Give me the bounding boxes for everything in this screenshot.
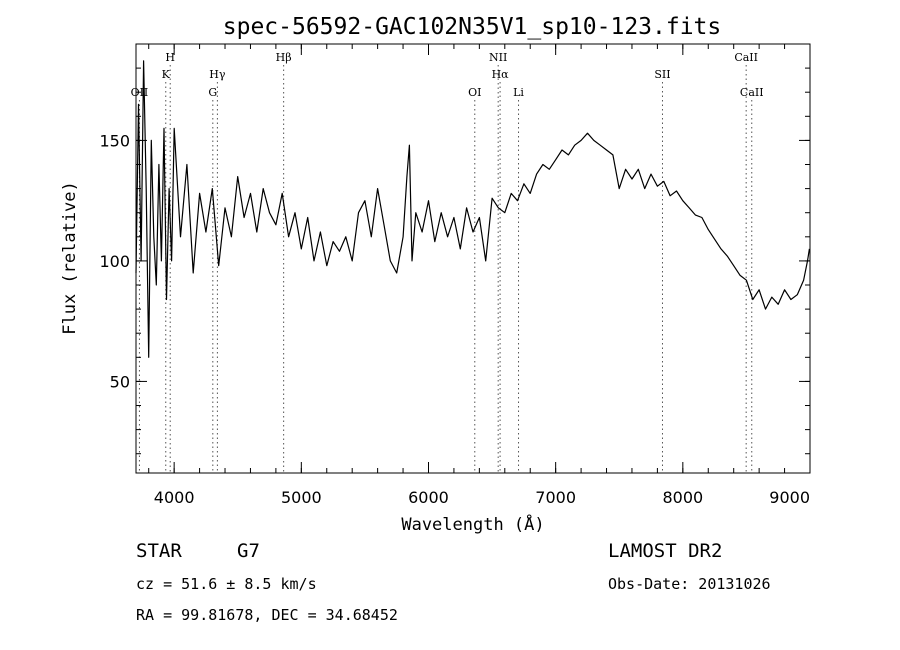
- x-tick-label: 8000: [662, 488, 703, 507]
- observation-date: Obs-Date: 20131026: [608, 575, 771, 593]
- x-tick-label: 7000: [535, 488, 576, 507]
- x-tick-label: 6000: [408, 488, 449, 507]
- line-marker-label: OI: [468, 86, 481, 99]
- axis-ticks: 4000 5000 6000 7000 8000 9000 50 100 150: [99, 44, 811, 507]
- line-marker-label: Li: [513, 86, 524, 99]
- line-marker-label: Hβ: [276, 51, 292, 64]
- plot-frame: [135, 43, 811, 474]
- line-marker-label: SII: [654, 68, 670, 81]
- x-axis-label: Wavelength (Å): [401, 513, 544, 535]
- x-tick-label: 9000: [769, 488, 810, 507]
- line-marker-label: Hγ: [209, 68, 226, 81]
- chart-title: spec-56592-GAC102N35V1_sp10-123.fits: [223, 14, 722, 40]
- line-marker-label: CaII: [740, 86, 764, 99]
- x-tick-label: 5000: [281, 488, 322, 507]
- y-axis-label: Flux (relative): [60, 181, 80, 335]
- survey-name: LAMOST DR2: [608, 540, 722, 562]
- line-marker-label: Hα: [492, 68, 510, 81]
- line-marker-label: NII: [489, 51, 507, 64]
- x-tick-label: 4000: [154, 488, 195, 507]
- y-tick-label: 150: [99, 131, 130, 150]
- line-marker-label: CaII: [734, 51, 758, 64]
- object-class: STAR: [136, 540, 182, 562]
- line-marker-label: H: [165, 51, 175, 64]
- redshift-velocity: cz = 51.6 ± 8.5 km/s: [136, 575, 317, 593]
- line-marker-label: G: [208, 86, 217, 99]
- spectrum-line: [135, 60, 810, 358]
- y-tick-label: 100: [99, 252, 130, 271]
- sky-coordinates: RA = 99.81678, DEC = 34.68452: [136, 606, 398, 624]
- y-tick-label: 50: [110, 372, 130, 391]
- line-marker-label: K: [162, 68, 171, 81]
- object-subclass: G7: [237, 540, 260, 562]
